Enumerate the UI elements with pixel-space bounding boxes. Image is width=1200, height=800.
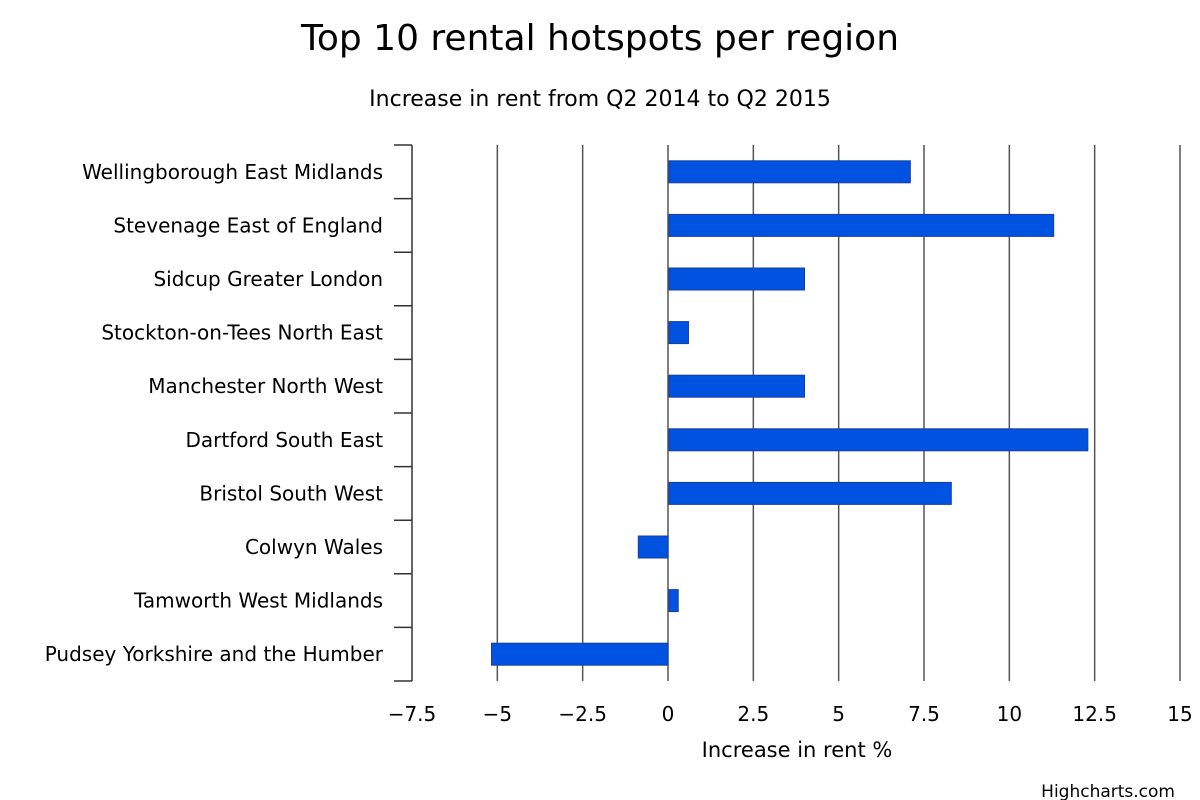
category-label: Colwyn Wales — [245, 535, 383, 559]
bar[interactable] — [668, 428, 1089, 452]
x-tick-label: 15 — [1167, 702, 1192, 726]
x-tick-label: 0 — [662, 702, 675, 726]
bar[interactable] — [668, 160, 911, 184]
x-tick-label: −2.5 — [558, 702, 607, 726]
category-label: Wellingborough East Midlands — [82, 160, 383, 184]
category-axis: Wellingborough East Midlands Stevenage Ea… — [45, 144, 413, 682]
bar[interactable] — [491, 642, 669, 666]
bar[interactable] — [668, 267, 806, 291]
x-tick-label: −5 — [483, 702, 512, 726]
chart-title: Top 10 rental hotspots per region — [300, 18, 899, 59]
x-tick-label: 7.5 — [908, 702, 940, 726]
x-tick-label: 10 — [997, 702, 1022, 726]
x-axis-title: Increase in rent % — [702, 738, 893, 762]
category-label: Stevenage East of England — [113, 213, 383, 237]
credits-link[interactable]: Highcharts.com — [1041, 782, 1175, 800]
x-tick-label: −7.5 — [388, 702, 437, 726]
category-label: Dartford South East — [185, 428, 383, 452]
category-label: Stockton-on-Tees North East — [101, 321, 383, 345]
bar[interactable] — [668, 374, 806, 398]
value-axis-ticks: −7.5 −5 −2.5 0 2.5 5 7.5 10 12.5 15 — [388, 702, 1193, 726]
x-tick-label: 5 — [832, 702, 845, 726]
bar[interactable] — [668, 321, 689, 345]
bar[interactable] — [668, 481, 952, 505]
category-label: Bristol South West — [199, 481, 383, 505]
bar[interactable] — [668, 589, 679, 613]
category-label: Pudsey Yorkshire and the Humber — [45, 642, 384, 666]
bar[interactable] — [668, 213, 1055, 237]
bar[interactable] — [637, 535, 669, 559]
category-label: Tamworth West Midlands — [133, 589, 383, 613]
bars — [491, 160, 1089, 666]
category-label: Manchester North West — [148, 374, 383, 398]
category-label: Sidcup Greater London — [153, 267, 383, 291]
x-tick-label: 2.5 — [737, 702, 769, 726]
x-tick-label: 12.5 — [1072, 702, 1117, 726]
chart-subtitle: Increase in rent from Q2 2014 to Q2 2015 — [369, 87, 831, 112]
